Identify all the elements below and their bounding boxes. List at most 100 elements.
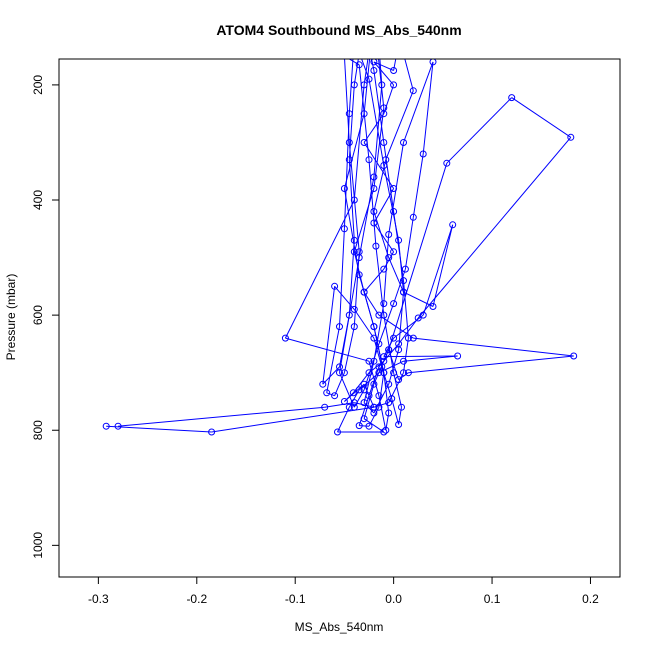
- series-segment: [403, 61, 434, 143]
- series-segment: [511, 97, 572, 138]
- series-segment: [368, 79, 385, 166]
- data-point: [380, 162, 388, 169]
- data-point: [350, 196, 358, 204]
- series-segment: [363, 384, 375, 419]
- data-point: [340, 225, 348, 233]
- chart-title: ATOM4 Southbound MS_Abs_540nm: [216, 22, 461, 38]
- data-point: [360, 81, 368, 89]
- series-segment: [322, 286, 336, 385]
- data-point: [370, 357, 378, 365]
- series-segment: [388, 349, 400, 385]
- data-point: [360, 386, 368, 394]
- series-segment: [373, 211, 390, 258]
- series-segment: [359, 425, 370, 427]
- series-segment: [403, 280, 409, 339]
- series-segment: [398, 292, 404, 350]
- data-point: [409, 334, 417, 342]
- data-point: [114, 422, 122, 430]
- data-point: [370, 173, 378, 181]
- data-point: [390, 185, 398, 192]
- series-segment: [353, 84, 365, 201]
- series-segment: [375, 246, 385, 316]
- series-segment: [344, 392, 354, 402]
- data-point: [365, 75, 373, 83]
- series-segment: [361, 59, 370, 80]
- data-point: [400, 288, 407, 296]
- data-point: [404, 334, 412, 342]
- data-point: [345, 139, 353, 146]
- data-point: [570, 352, 578, 360]
- series-segment: [337, 406, 350, 433]
- data-point: [449, 221, 457, 229]
- series-segment: [391, 398, 400, 425]
- data-point: [454, 352, 462, 360]
- x-tick-label: 0.1: [484, 592, 501, 606]
- data-point: [382, 426, 390, 434]
- data-point: [331, 392, 339, 400]
- data-point: [400, 369, 407, 377]
- data-point: [331, 282, 339, 290]
- data-point: [342, 59, 347, 60]
- series-segment: [344, 59, 350, 143]
- data-point: [360, 139, 368, 146]
- data-point: [400, 357, 407, 365]
- data-point: [390, 81, 398, 89]
- series-segment: [432, 224, 454, 307]
- series-segment: [373, 188, 395, 224]
- series-segment: [403, 355, 458, 362]
- data-point: [385, 231, 393, 238]
- data-point: [390, 300, 398, 308]
- data-point: [208, 428, 216, 436]
- data-point: [370, 219, 378, 227]
- data-point: [385, 254, 393, 262]
- series-segment: [363, 402, 375, 414]
- series-segment: [348, 59, 354, 114]
- data-point: [380, 104, 388, 112]
- data-point: [400, 139, 407, 146]
- x-axis: -0.3 -0.2 -0.1 0.0 0.1 0.2: [88, 576, 599, 606]
- data-point: [409, 87, 417, 95]
- data-point: [102, 422, 110, 430]
- data-point: [370, 380, 378, 388]
- series-segment: [404, 217, 414, 270]
- data-point: [345, 156, 353, 164]
- series-segment: [106, 425, 212, 433]
- series-segment: [371, 59, 375, 71]
- series-segment: [378, 303, 395, 345]
- series-segment: [408, 355, 574, 374]
- data-point: [345, 311, 353, 319]
- data-point: [395, 421, 403, 428]
- data-point: [372, 242, 380, 250]
- series-segment: [353, 188, 375, 252]
- series-segment: [383, 142, 395, 212]
- series-segment: [211, 406, 374, 433]
- data-point: [567, 133, 575, 141]
- data-point: [390, 67, 398, 74]
- data-point: [360, 110, 368, 118]
- data-point: [350, 323, 358, 331]
- series-segment: [383, 355, 458, 358]
- data-point: [380, 311, 388, 319]
- data-point: [370, 59, 378, 66]
- data-point: [380, 428, 388, 436]
- data-point: [355, 248, 363, 256]
- x-tick-label: 0.2: [582, 592, 599, 606]
- series-segment: [373, 61, 394, 86]
- data-point: [350, 236, 358, 244]
- data-point: [336, 323, 343, 331]
- data-point: [350, 81, 358, 89]
- data-point: [378, 363, 386, 371]
- series-segment: [373, 303, 385, 362]
- data-point: [365, 392, 373, 400]
- series-segment: [388, 257, 404, 293]
- series-segment: [385, 90, 414, 160]
- data-point: [370, 208, 378, 215]
- data-point: [380, 265, 388, 273]
- series-segment: [398, 317, 419, 345]
- data-point: [401, 265, 409, 273]
- x-axis-label: MS_Abs_540nm: [295, 620, 384, 634]
- data-point: [385, 409, 393, 417]
- data-point: [390, 248, 398, 256]
- series-segment: [383, 84, 395, 114]
- data-point: [385, 380, 393, 388]
